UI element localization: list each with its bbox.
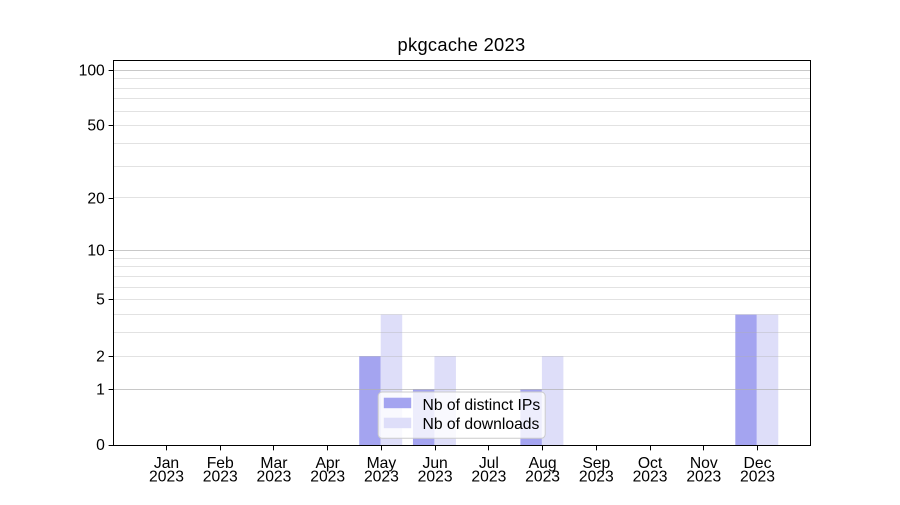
svg-text:Mar: Mar (260, 455, 287, 472)
svg-text:Dec: Dec (744, 455, 772, 472)
svg-text:5: 5 (96, 292, 105, 309)
svg-text:Jan: Jan (154, 455, 179, 472)
svg-text:May: May (367, 455, 397, 472)
svg-text:2023: 2023 (525, 469, 560, 486)
svg-text:20: 20 (87, 191, 105, 208)
svg-text:Apr: Apr (315, 455, 339, 472)
svg-text:100: 100 (79, 63, 105, 80)
svg-text:2023: 2023 (740, 469, 775, 486)
svg-text:2023: 2023 (579, 469, 614, 486)
svg-text:2023: 2023 (633, 469, 668, 486)
svg-text:2023: 2023 (686, 469, 721, 486)
svg-text:Feb: Feb (207, 455, 234, 472)
svg-text:2023: 2023 (203, 469, 238, 486)
svg-text:Jul: Jul (479, 455, 499, 472)
svg-text:Sep: Sep (582, 455, 610, 472)
svg-text:50: 50 (87, 118, 105, 135)
svg-text:Nov: Nov (690, 455, 718, 472)
svg-text:2023: 2023 (149, 469, 184, 486)
svg-text:10: 10 (87, 243, 105, 260)
svg-text:1: 1 (96, 382, 105, 399)
svg-text:2023: 2023 (418, 469, 453, 486)
svg-text:Nb of distinct IPs: Nb of distinct IPs (423, 397, 541, 414)
svg-text:2: 2 (96, 349, 105, 366)
svg-text:Aug: Aug (529, 455, 557, 472)
svg-text:Jun: Jun (422, 455, 447, 472)
svg-text:2023: 2023 (310, 469, 345, 486)
svg-text:Nb of downloads: Nb of downloads (423, 416, 540, 433)
svg-text:pkgcache 2023: pkgcache 2023 (398, 34, 526, 55)
svg-text:Oct: Oct (638, 455, 663, 472)
svg-text:0: 0 (96, 437, 105, 454)
svg-text:2023: 2023 (364, 469, 399, 486)
svg-text:2023: 2023 (471, 469, 506, 486)
svg-text:2023: 2023 (256, 469, 291, 486)
